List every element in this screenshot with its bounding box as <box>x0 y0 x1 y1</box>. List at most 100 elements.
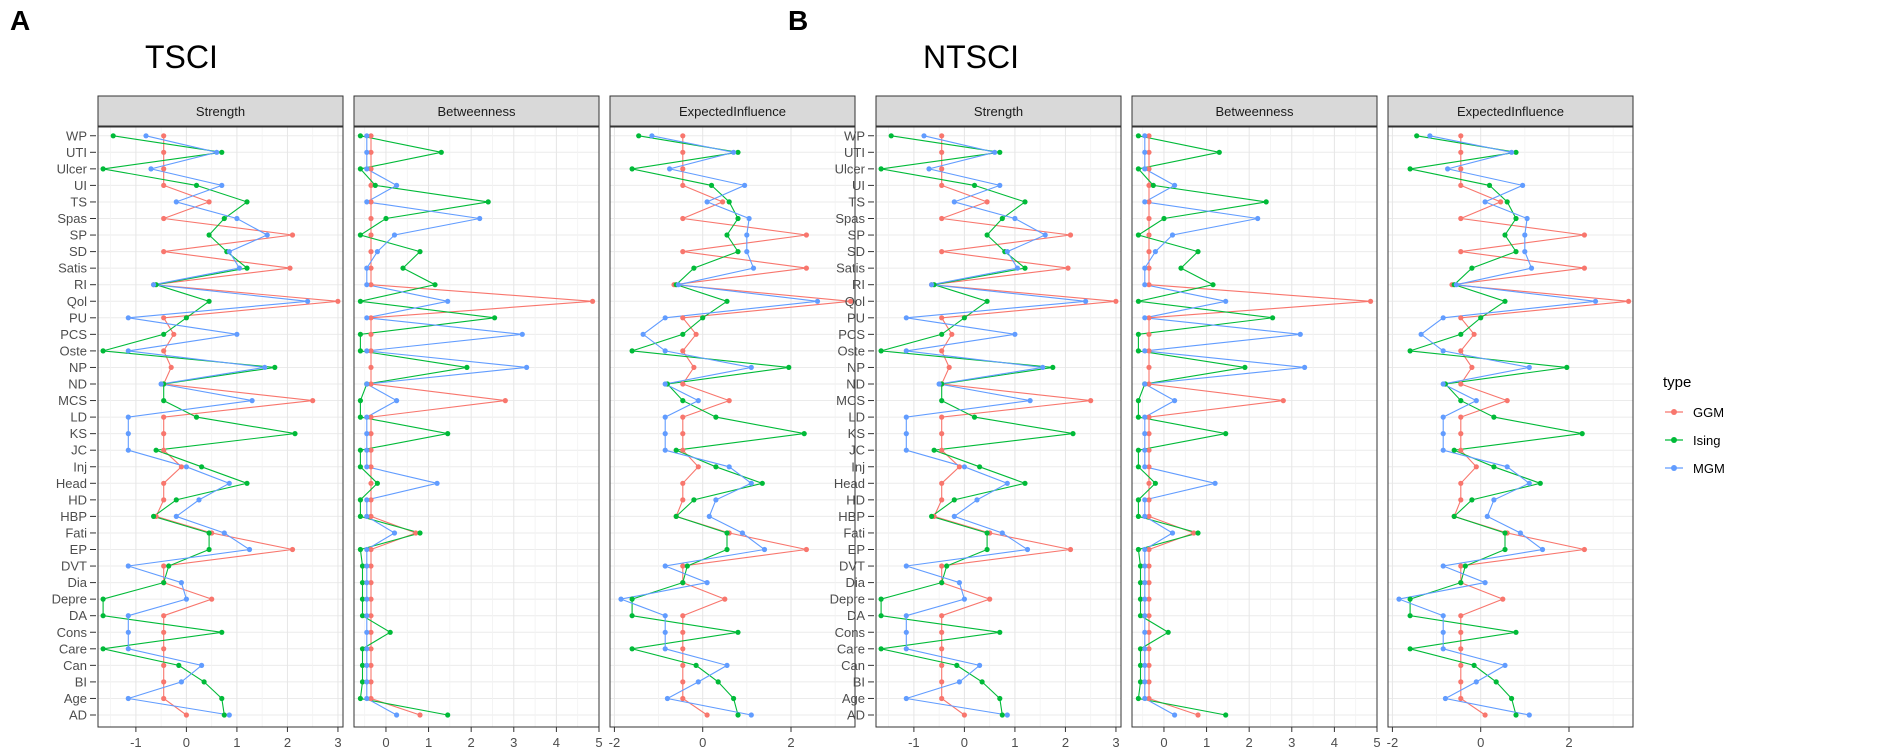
data-point-ising <box>357 331 363 337</box>
y-tick-label: UTI <box>66 145 87 160</box>
data-point-ggm <box>680 348 686 354</box>
data-point-ggm <box>161 133 167 139</box>
data-point-mgm <box>394 712 400 718</box>
data-point-mgm <box>1142 282 1148 288</box>
data-point-ising <box>1137 679 1144 685</box>
data-point-mgm <box>364 133 370 139</box>
data-point-mgm <box>1083 298 1089 304</box>
data-point-mgm <box>1517 530 1523 536</box>
facet-border <box>609 126 856 728</box>
data-point-ggm <box>704 712 710 718</box>
x-tick-label: 1 <box>1011 735 1018 750</box>
data-point-mgm <box>903 613 909 619</box>
data-point-ising <box>357 298 363 304</box>
y-tick-label: Dia <box>845 575 865 590</box>
data-point-mgm <box>226 480 232 486</box>
y-tick-label: SD <box>69 244 87 259</box>
data-point-mgm <box>662 381 668 387</box>
x-tick-label: 1 <box>233 735 240 750</box>
data-point-mgm <box>1142 447 1148 453</box>
data-point-ggm <box>590 298 596 304</box>
data-point-ising <box>161 398 167 404</box>
data-point-mgm <box>1440 646 1446 652</box>
data-point-ggm <box>368 646 374 652</box>
y-tick-label: Dia <box>67 575 87 590</box>
data-point-ggm <box>368 580 374 586</box>
data-point-ising <box>629 348 635 354</box>
legend-label-ggm: GGM <box>1693 405 1724 420</box>
data-point-ggm <box>1146 414 1152 420</box>
data-point-ising <box>464 364 470 370</box>
data-point-mgm <box>999 530 1005 536</box>
panel-letter: A <box>10 5 30 36</box>
data-point-ggm <box>680 629 686 635</box>
data-point-ising <box>100 646 106 652</box>
data-point-ising <box>999 215 1005 222</box>
y-tick-label: Satis <box>58 261 87 276</box>
data-point-ising <box>1513 149 1519 155</box>
data-point-mgm <box>664 695 671 702</box>
data-point-ggm <box>1581 546 1587 553</box>
data-point-ising <box>357 398 363 404</box>
legend-key-point <box>1671 437 1677 443</box>
data-point-ising <box>359 679 366 685</box>
data-point-mgm <box>961 596 968 602</box>
data-point-mgm <box>724 662 730 669</box>
data-point-ising <box>680 580 686 586</box>
data-point-mgm <box>1142 497 1148 503</box>
data-point-ggm <box>161 480 167 486</box>
data-point-ising <box>383 215 389 222</box>
data-point-ggm <box>161 215 167 222</box>
data-point-mgm <box>364 166 370 172</box>
data-point-mgm <box>125 315 131 321</box>
data-point-ggm <box>680 315 686 321</box>
data-point-mgm <box>1440 629 1446 635</box>
data-point-ising <box>1050 364 1056 370</box>
data-point-ising <box>680 331 686 337</box>
series-line-mgm <box>618 135 818 716</box>
data-point-ggm <box>1458 149 1464 155</box>
data-point-ising <box>1451 447 1457 453</box>
data-point-ising <box>1216 149 1222 155</box>
data-point-mgm <box>744 232 750 238</box>
data-point-mgm <box>236 265 242 271</box>
facet-panel <box>876 127 1121 727</box>
data-point-ggm <box>939 215 945 222</box>
y-tick-label: JC <box>71 443 87 458</box>
facet-strip-label: ExpectedInfluence <box>1457 104 1564 119</box>
plot-title: NTSCI <box>923 39 1019 75</box>
series-line-ggm <box>370 135 593 716</box>
data-point-ggm <box>161 249 167 255</box>
data-point-mgm <box>262 364 268 370</box>
data-point-ising <box>1135 348 1141 354</box>
data-point-ising <box>1135 414 1141 420</box>
data-point-ising <box>244 199 250 205</box>
data-point-ising <box>1135 695 1141 702</box>
data-point-mgm <box>264 232 270 238</box>
data-point-mgm <box>125 646 131 652</box>
data-point-ising <box>1137 596 1144 602</box>
facet-expectedinfluence: ExpectedInfluence -2 0 2 <box>1387 95 1634 750</box>
y-tick-label: Ulcer <box>835 161 866 176</box>
data-point-ggm <box>1146 596 1152 602</box>
data-point-ggm <box>1146 629 1152 635</box>
data-point-mgm <box>364 199 370 205</box>
data-point-mgm <box>746 215 752 222</box>
data-point-ggm <box>1482 712 1488 718</box>
data-point-ggm <box>680 447 686 453</box>
data-point-ising <box>1486 182 1493 188</box>
data-point-ggm <box>368 431 374 437</box>
data-point-ising <box>951 497 957 503</box>
data-point-ising <box>1135 166 1141 172</box>
facet-betweenness: Betweenness 0 1 2 3 4 5 <box>353 95 603 750</box>
data-point-ggm <box>1458 348 1464 354</box>
data-point-mgm <box>903 629 909 635</box>
data-point-mgm <box>713 497 719 503</box>
data-point-ggm <box>1471 331 1477 337</box>
data-point-ggm <box>161 695 167 702</box>
data-point-ising <box>878 348 884 354</box>
data-point-mgm <box>364 563 370 569</box>
data-point-ising <box>1161 215 1167 222</box>
data-point-ising <box>1513 629 1519 635</box>
